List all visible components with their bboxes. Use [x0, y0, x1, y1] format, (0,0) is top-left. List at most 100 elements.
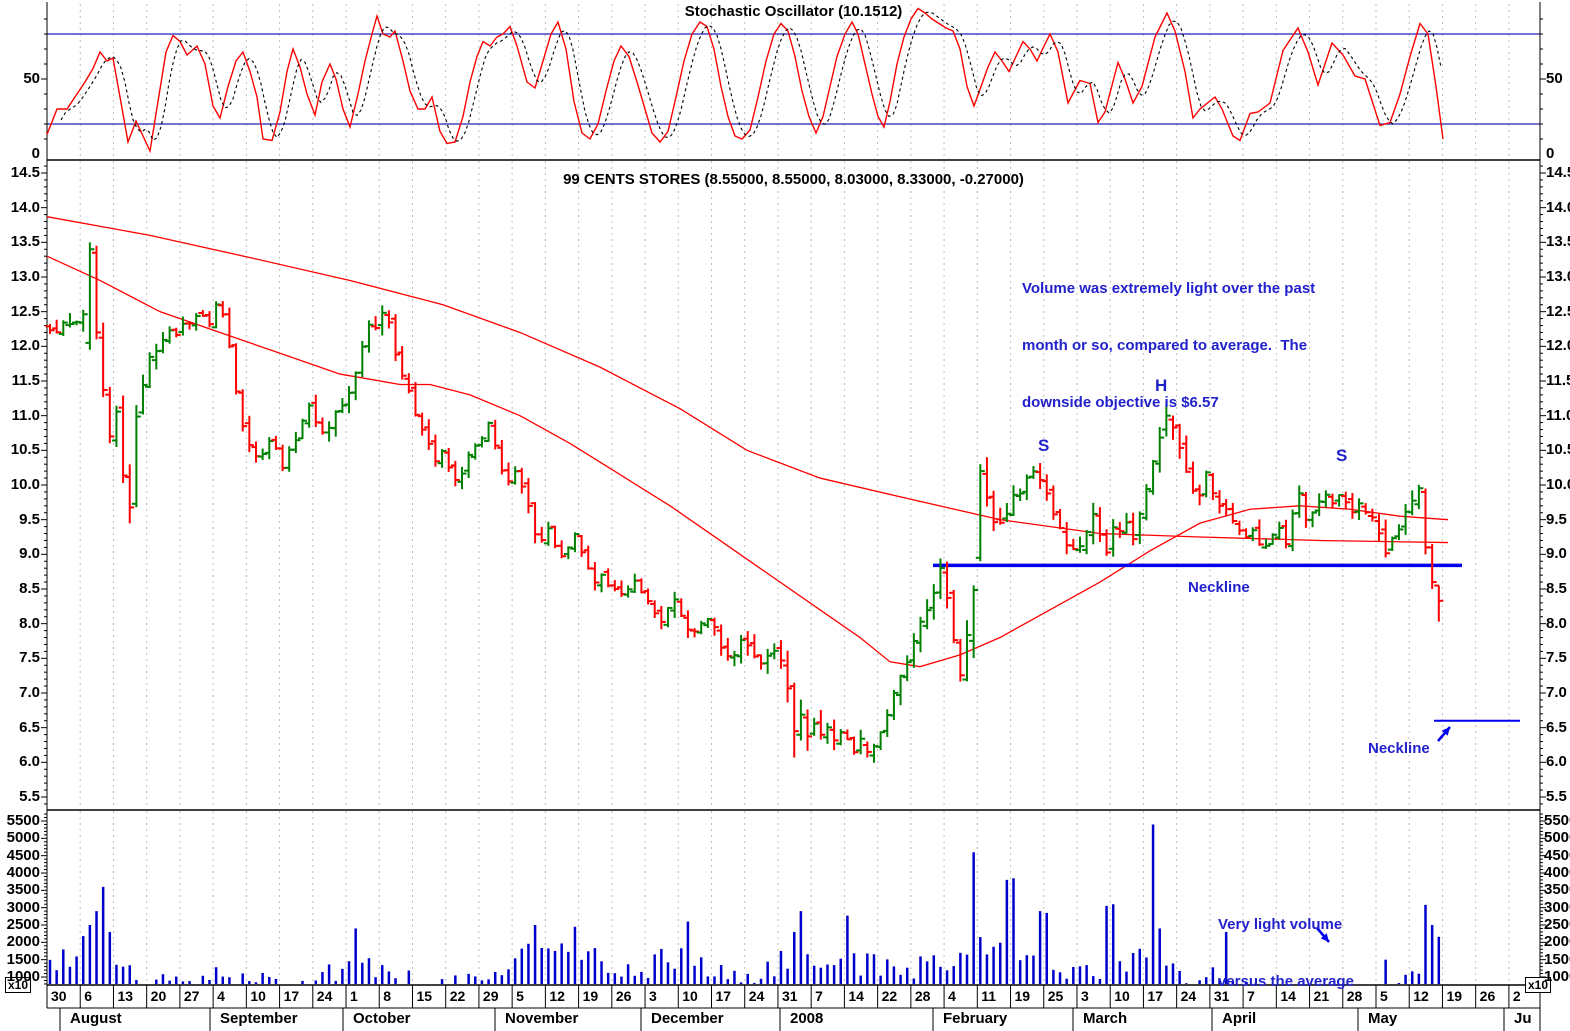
date-tick-label: 24 — [316, 988, 333, 1004]
date-tick-label: 29 — [482, 988, 499, 1004]
price-axis-label-right: 14.0 — [1546, 198, 1570, 216]
date-tick-label: 14 — [1280, 988, 1296, 1004]
date-tick-label: 4 — [948, 988, 956, 1004]
volume-axis-label-right: 3000 — [1544, 898, 1570, 916]
volume-axis-label-right: 1000 — [1544, 968, 1570, 985]
date-tick-label: 31 — [1213, 988, 1230, 1004]
price-axis-label-left: 12.0 — [10, 337, 40, 355]
price-axis-label-left: 13.0 — [10, 267, 40, 285]
volume-axis-label-left: 1500 — [6, 950, 40, 968]
price-axis-label-left: 10.5 — [10, 441, 40, 459]
date-tick-label: 22 — [449, 988, 466, 1004]
date-tick-label: 12 — [549, 988, 565, 1004]
volume-multiplier-right: x10 — [1525, 977, 1552, 993]
price-axis-label-right: 11.5 — [1546, 371, 1570, 389]
date-tick-label: 17 — [283, 988, 300, 1004]
price-axis-label-right: 6.5 — [1546, 718, 1567, 736]
volume-axis-label-left: 4500 — [6, 846, 40, 864]
month-label: March — [1083, 1010, 1128, 1027]
volume-axis-label-right: 3500 — [1544, 881, 1570, 899]
volume-axis-label-left: 4000 — [6, 864, 40, 881]
price-axis-label-left: 14.5 — [10, 164, 40, 181]
price-axis-label-left: 10.0 — [10, 475, 40, 493]
price-panel-title: 99 CENTS STORES (8.55000, 8.55000, 8.030… — [563, 171, 1024, 188]
price-axis-label-left: 7.0 — [19, 683, 40, 701]
date-tick-label: 17 — [1147, 988, 1163, 1004]
volume-axis-label-right: 2500 — [1544, 916, 1570, 933]
price-axis-label-left: 8.0 — [19, 614, 40, 632]
price-axis-label-left: 7.5 — [19, 649, 40, 667]
head-label: H — [1155, 376, 1168, 395]
month-label: October — [353, 1010, 411, 1027]
date-tick-label: 27 — [183, 988, 200, 1004]
date-tick-label: 6 — [84, 988, 93, 1004]
right-shoulder-label: S — [1336, 446, 1348, 465]
date-tick-label: 20 — [150, 988, 167, 1004]
date-tick-label: 28 — [1346, 988, 1363, 1004]
note-line: Very light volume — [1218, 916, 1343, 933]
volume-axis-label-left: 5000 — [6, 829, 40, 847]
price-axis-label-left: 11.5 — [11, 371, 40, 389]
price-axis-label-right: 9.0 — [1546, 545, 1567, 563]
neckline-target-label: Neckline — [1368, 740, 1430, 757]
date-tick-label: 1 — [350, 988, 358, 1004]
price-axis-label-right: 14.5 — [1546, 164, 1570, 181]
price-axis-label-right: 10.5 — [1546, 441, 1570, 459]
month-label: February — [943, 1010, 1008, 1027]
volume-axis-label-right: 4000 — [1544, 864, 1570, 881]
price-axis-label-right: 10.0 — [1546, 475, 1570, 493]
date-tick-label: 26 — [615, 988, 632, 1004]
price-axis-label-right: 12.0 — [1546, 337, 1570, 355]
date-tick-label: 13 — [117, 988, 134, 1004]
price-axis-label-left: 11.0 — [11, 406, 40, 424]
date-tick-label: 10 — [1114, 988, 1130, 1004]
price-axis-label-right: 9.5 — [1546, 510, 1567, 528]
date-tick-label: 31 — [781, 988, 798, 1004]
stoch-axis-label-left: 50 — [23, 70, 40, 87]
stoch-axis-label-left: 0 — [31, 145, 40, 162]
neckline-label: Neckline — [1188, 579, 1250, 596]
date-tick-label: 10 — [250, 988, 266, 1004]
date-tick-label: 24 — [1180, 988, 1197, 1004]
light-volume-note: Very light volume versus the average — [1218, 877, 1354, 1029]
volume-multiplier-left: x10 — [5, 977, 32, 993]
volume-axis-label-left: 1000 — [6, 968, 40, 985]
date-tick-label: 3 — [649, 988, 657, 1004]
volume-axis-label-left: 3500 — [6, 881, 40, 899]
volume-axis-label-left: 5500 — [6, 812, 40, 829]
date-tick-label: 15 — [416, 988, 433, 1004]
price-axis-label-right: 12.5 — [1546, 302, 1570, 320]
date-tick-label: 21 — [1313, 988, 1330, 1004]
date-tick-label: 5 — [516, 988, 524, 1004]
month-label: Ju — [1514, 1010, 1532, 1027]
note-line: versus the average — [1218, 973, 1354, 990]
price-axis-label-left: 6.0 — [19, 753, 40, 771]
note-line: downside objective is $6.57 — [1022, 394, 1219, 411]
month-label: April — [1222, 1010, 1257, 1027]
date-tick-label: 19 — [1446, 988, 1463, 1004]
month-label: September — [220, 1010, 298, 1027]
price-axis-label-left: 8.5 — [19, 579, 40, 597]
volume-axis-label-right: 5000 — [1544, 829, 1570, 847]
date-tick-label: 5 — [1380, 988, 1388, 1004]
price-axis-label-right: 11.0 — [1546, 406, 1570, 424]
date-tick-label: 30 — [51, 988, 67, 1004]
left-shoulder-label: S — [1038, 436, 1050, 455]
date-tick-label: 19 — [1014, 988, 1031, 1004]
price-axis-label-left: 6.5 — [19, 718, 40, 736]
price-axis-label-right: 13.0 — [1546, 267, 1570, 285]
price-axis-label-right: 8.5 — [1546, 579, 1567, 597]
volume-axis-label-left: 3000 — [6, 898, 40, 916]
date-tick-label: 26 — [1479, 988, 1496, 1004]
stochastic-panel-title: Stochastic Oscillator (10.1512) — [684, 3, 903, 20]
note-line: month or so, compared to average. The — [1022, 337, 1308, 354]
price-axis-label-right: 7.5 — [1546, 649, 1567, 667]
volume-commentary-note: Volume was extremely light over the past… — [1022, 241, 1315, 450]
date-tick-label: 19 — [582, 988, 599, 1004]
date-tick-label: 14 — [848, 988, 864, 1004]
price-axis-label-left: 5.5 — [19, 787, 40, 805]
volume-axis-label-right: 1500 — [1544, 950, 1570, 968]
volume-axis-label-right: 4500 — [1544, 846, 1570, 864]
